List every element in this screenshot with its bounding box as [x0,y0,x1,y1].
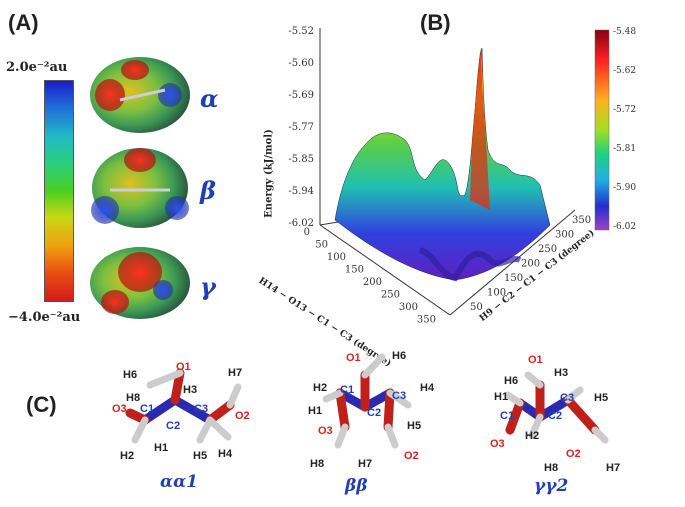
gamma-label: γ [200,272,216,301]
x-tick-label: 300 [399,302,418,313]
y-tick-label: 50 [470,302,483,313]
conformer-yy2-label: γγ2 [534,476,569,496]
z-tick-label: -5.85 [288,154,314,165]
energy-surface-plot: -5.52-5.60-5.69-5.77-5.85-5.94-6.02 0501… [288,26,636,326]
colorbar-tick-label: -5.62 [613,66,636,76]
conformer-aa1-label: αα1 [160,472,198,492]
c2-atom-h5: H5 [407,420,422,432]
c3-atom-h7: H7 [606,462,621,474]
c3-atom-h8: H8 [544,462,559,474]
esp-colorbar-min-label: −4.0e⁻²au [8,310,81,325]
z-tick-label: -5.52 [288,26,314,37]
c3-atom-o3: O3 [490,438,505,450]
c2-atom-o1: O1 [346,352,361,364]
x-tick-label: 0 [304,227,310,238]
c2-atom-h8: H8 [310,458,325,470]
c3-atom-o2: O2 [566,448,581,460]
conformer-aa1-sticks [125,368,242,444]
y-ticks: 50 100 150 200 250 300 350 [470,215,591,313]
esp-colorbar-max-label: 2.0e⁻²au [6,60,68,75]
c1-atom-h3: H3 [183,384,198,396]
c3-atom-h2: H2 [525,430,540,442]
y-tick-label: 150 [504,273,523,284]
surface-colorbar [594,29,610,231]
c3-atom-o1: O1 [528,354,543,366]
c3-atom-h1: H1 [494,391,509,403]
colorbar-tick-label: -5.90 [613,183,636,193]
panel-c-label: (C) [26,392,57,417]
c1-atom-o2: O2 [235,410,250,422]
y-tick-label: 100 [487,288,506,299]
colorbar-tick-label: -5.48 [613,27,636,37]
c3-atom-h6: H6 [504,375,519,387]
z-tick-label: -5.60 [288,58,314,69]
c2-atom-o3: O3 [318,425,333,437]
z-tick-label: -6.02 [288,218,314,229]
conformer-bb-sticks [322,353,412,449]
colorbar-tick-label: -5.81 [613,144,636,154]
conformer-bb-label: ββ [345,476,368,496]
c3-atom-c1: C1 [500,410,515,422]
c1-atom-h2: H2 [120,450,135,462]
c2-atom-h4: H4 [420,382,435,394]
c3-atom-h5: H5 [594,392,609,404]
c1-atom-h8: H8 [126,392,141,404]
c1-atom-c1: C1 [140,403,155,415]
y-tick-label: 250 [538,244,557,255]
z-tick-label: -5.77 [288,122,314,133]
c1-atom-h5: H5 [193,450,208,462]
x-tick-label: 100 [327,252,346,263]
esp-molecules [90,57,190,319]
z-tick-label: -5.94 [288,186,314,197]
c3-atom-c3: C3 [560,392,575,404]
panel-b-label: (B) [420,10,451,35]
z-ticks: -5.52 -5.60 -5.69 -5.77 -5.85 -5.94 -6.02 [288,26,314,229]
x-tick-label: 200 [363,277,382,288]
x-tick-label: 250 [381,290,400,301]
c1-atom-c3: C3 [194,403,209,415]
conformer-structures [125,353,609,449]
c1-atom-o3: O3 [112,403,127,415]
c1-atom-o1: O1 [176,361,191,373]
y-tick-label: 350 [572,215,591,226]
c2-atom-h2: H2 [313,382,328,394]
y-tick-label: 300 [555,230,574,241]
beta-esp-surface [91,148,189,228]
panel-a-label: (A) [8,10,39,35]
c2-atom-h7: H7 [358,458,373,470]
z-axis-label: Energy (kJ/mol) [263,129,275,218]
c1-atom-h6: H6 [123,369,138,381]
c3-atom-c2: C2 [548,410,563,422]
y-tick-label: 200 [521,259,540,270]
c1-atom-h7: H7 [228,367,243,379]
c2-atom-o2: O2 [404,450,419,462]
esp-colorbar [44,80,74,302]
x-tick-label: 150 [345,265,364,276]
c2-atom-c1: C1 [340,384,355,396]
z-tick-label: -5.69 [288,90,314,101]
c1-atom-h1: H1 [154,442,169,454]
colorbar-ticks: -5.48 -5.62 -5.72 -5.81 -5.90 -6.02 [613,27,636,232]
c1-atom-h4: H4 [218,448,233,460]
alpha-esp-surface [90,57,190,133]
beta-label: β [200,176,216,205]
c1-atom-c2: C2 [166,420,181,432]
colorbar-tick-label: -6.02 [613,222,636,232]
c2-atom-h6: H6 [392,350,407,362]
c2-atom-c2: C2 [367,407,382,419]
x-tick-label: 50 [315,240,328,251]
gamma-esp-surface [90,247,190,319]
energy-surface [334,47,551,282]
c2-atom-h1: H1 [308,405,323,417]
c2-atom-c3: C3 [392,390,407,402]
x-tick-label: 350 [417,315,436,326]
conformer-yy2-sticks [504,371,609,444]
alpha-label: α [200,84,219,113]
colorbar-tick-label: -5.72 [613,105,636,115]
c3-atom-h3: H3 [554,367,569,379]
